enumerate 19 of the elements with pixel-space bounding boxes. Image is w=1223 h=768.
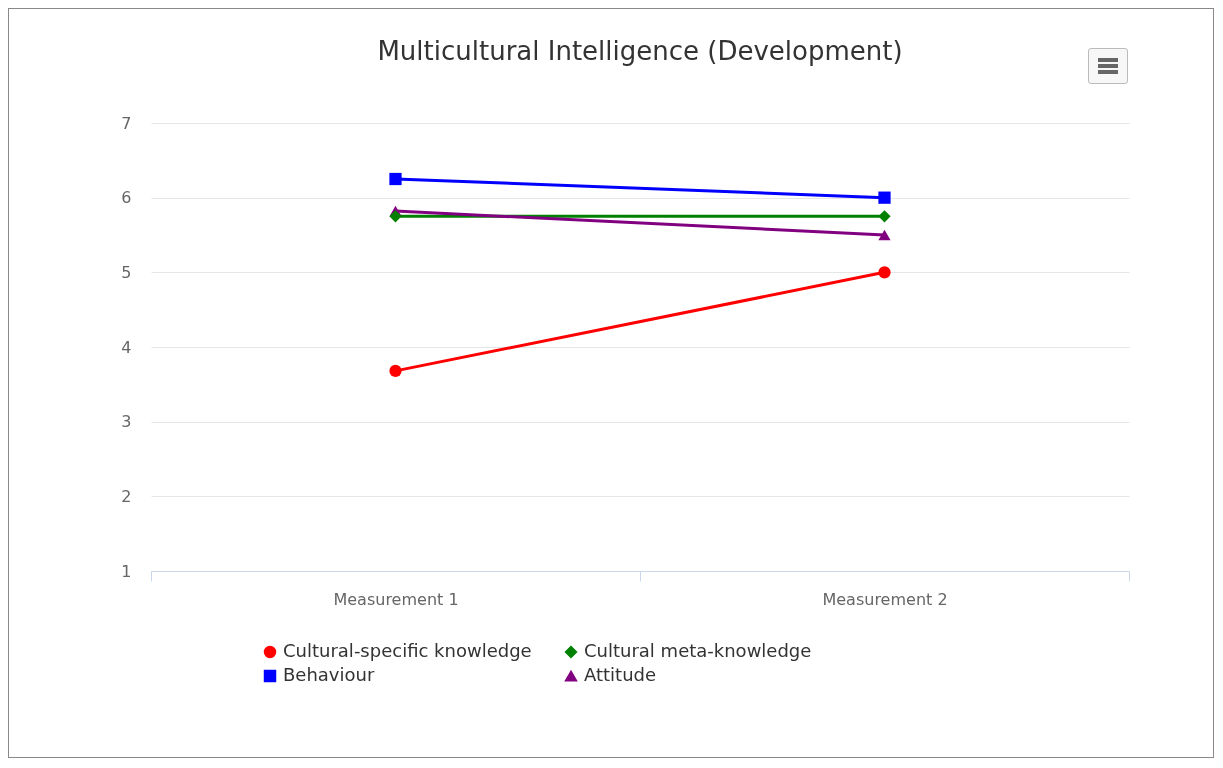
y-tick-label: 2 xyxy=(121,486,132,506)
y-tick-label: 5 xyxy=(121,262,132,282)
point xyxy=(389,364,402,378)
point xyxy=(878,210,891,223)
point xyxy=(389,172,402,186)
legend-label: Cultural meta-knowledge xyxy=(584,640,812,661)
x-tick-label: Measurement 1 xyxy=(333,589,459,609)
y-tick-label: 6 xyxy=(121,188,132,208)
point xyxy=(878,266,891,279)
x-tick-label: Measurement 2 xyxy=(822,589,948,609)
point xyxy=(878,191,891,204)
y-tick-label: 7 xyxy=(121,113,132,133)
legend-label: Attitude xyxy=(584,664,657,685)
y-tick-label: 1 xyxy=(121,561,132,581)
y-tick-label: 3 xyxy=(121,412,132,432)
y-tick-label: 4 xyxy=(121,337,132,357)
legend-label: Behaviour xyxy=(283,664,375,685)
legend-label: Cultural-specific knowledge xyxy=(283,640,532,661)
chart-title: Multicultural Intelligence (Development) xyxy=(377,36,903,66)
